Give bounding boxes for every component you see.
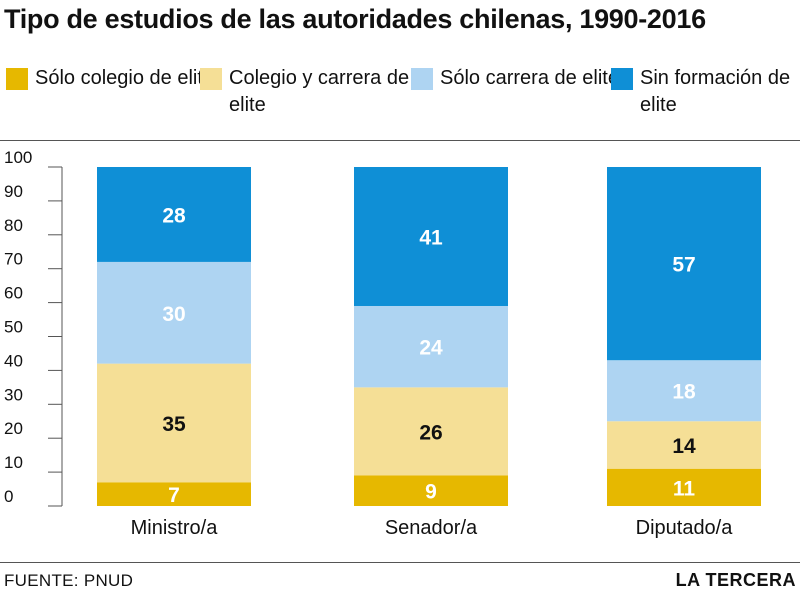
- y-tick-label: 10: [4, 453, 23, 472]
- legend-swatch: [6, 68, 28, 90]
- bar-segment: [354, 475, 508, 506]
- y-tick-label: 100: [4, 148, 32, 167]
- bar-segment: [97, 261, 251, 364]
- y-tick-label: 80: [4, 216, 23, 235]
- y-tick-label: 30: [4, 385, 23, 404]
- y-tick-label: 40: [4, 351, 23, 370]
- source-note: FUENTE: PNUD: [4, 571, 134, 590]
- data-label: 24: [419, 337, 443, 360]
- data-label: 26: [419, 421, 442, 444]
- chart-title: Tipo de estudios de las autoridades chil…: [4, 4, 706, 34]
- legend-label: Colegio y carrera de elite: [229, 67, 410, 116]
- bar-segment: [607, 468, 761, 506]
- category-label: Ministro/a: [131, 517, 219, 539]
- data-label: 30: [162, 303, 185, 326]
- y-tick-label: 0: [4, 487, 13, 506]
- data-label: 35: [162, 413, 186, 436]
- bar-segment: [607, 421, 761, 469]
- bar-segment: [607, 167, 761, 361]
- bar-segment: [354, 305, 508, 388]
- bar-segment: [354, 387, 508, 476]
- bar-segment: [97, 363, 251, 483]
- legend-swatch: [200, 68, 222, 90]
- legend-label: Sólo carrera de elite: [440, 67, 619, 89]
- bar-segment: [97, 482, 251, 506]
- data-label: 18: [672, 381, 696, 404]
- y-tick-label: 90: [4, 182, 23, 201]
- data-label: 9: [425, 481, 437, 504]
- y-tick-label: 50: [4, 318, 23, 337]
- top-divider: [0, 140, 800, 141]
- legend-label: Sólo colegio de elite: [35, 67, 215, 89]
- bottom-divider: [0, 562, 800, 563]
- legend-swatch: [611, 68, 633, 90]
- bar-segment: [354, 167, 508, 306]
- legend-label: Sin formación de elite: [640, 67, 791, 116]
- category-label: Diputado/a: [636, 517, 734, 539]
- y-tick-label: 60: [4, 284, 23, 303]
- data-label: 57: [672, 254, 695, 277]
- y-tick-label: 20: [4, 419, 23, 438]
- bar-segment: [607, 360, 761, 422]
- data-label: 7: [168, 484, 180, 507]
- bar-segment: [97, 167, 251, 262]
- data-label: 41: [419, 226, 443, 249]
- data-label: 11: [673, 477, 696, 500]
- legend-swatch: [411, 68, 433, 90]
- y-tick-label: 70: [4, 250, 23, 269]
- data-label: 28: [162, 204, 186, 227]
- brand-logo-text: LA TERCERA: [675, 570, 796, 590]
- data-label: 14: [672, 435, 696, 458]
- category-label: Senador/a: [385, 517, 478, 539]
